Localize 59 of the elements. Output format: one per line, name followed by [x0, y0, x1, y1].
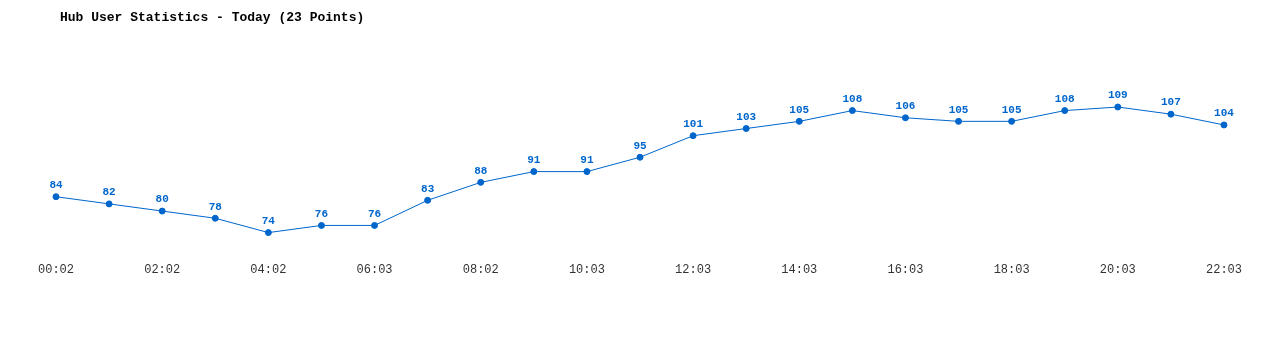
point	[848, 107, 856, 115]
point	[105, 200, 113, 208]
data-label: 108	[1054, 92, 1076, 105]
x-tick-label: 22:03	[1205, 262, 1242, 277]
x-tick-label: 16:03	[887, 262, 924, 277]
point	[264, 229, 272, 237]
data-label: 101	[683, 117, 704, 130]
data-label: 76	[367, 207, 382, 220]
point	[1220, 121, 1228, 129]
point	[317, 221, 325, 229]
point	[901, 114, 909, 122]
x-tick-label: 04:02	[250, 262, 287, 277]
data-label: 76	[314, 207, 329, 220]
data-label: 107	[1161, 96, 1181, 109]
point	[1008, 117, 1016, 125]
point	[211, 214, 219, 222]
data-label: 106	[895, 100, 916, 113]
data-label: 109	[1107, 89, 1128, 102]
x-tick-label: 18:03	[993, 262, 1030, 277]
data-label: 84	[49, 178, 63, 191]
point	[689, 132, 697, 140]
x-tick-label: 00:02	[38, 262, 75, 277]
x-tick-label: 14:03	[781, 262, 818, 277]
point	[1167, 110, 1175, 118]
point	[1061, 107, 1069, 115]
point	[955, 117, 963, 125]
point	[1114, 103, 1122, 111]
data-label: 91	[580, 153, 594, 166]
data-label: 74	[261, 214, 276, 227]
x-tick-label: 12:03	[675, 262, 712, 277]
data-label: 105	[948, 103, 969, 116]
data-label: 91	[527, 153, 541, 166]
point	[742, 125, 750, 133]
x-tick-label: 06:03	[356, 262, 393, 277]
x-tick-label: 10:03	[568, 262, 605, 277]
point	[158, 207, 166, 215]
data-label: 105	[1001, 103, 1022, 116]
x-tick-label: 20:03	[1099, 262, 1136, 277]
point	[795, 117, 803, 125]
data-label: 83	[421, 182, 435, 195]
point	[371, 221, 379, 229]
point	[530, 168, 538, 176]
point	[583, 168, 591, 176]
point	[424, 196, 432, 204]
point	[52, 193, 60, 201]
data-label: 105	[789, 103, 810, 116]
chart-title: Hub User Statistics - Today (23 Points)	[60, 10, 365, 25]
data-label: 78	[208, 200, 223, 213]
data-label: 108	[842, 92, 863, 105]
data-label: 88	[474, 164, 488, 177]
data-label: 104	[1214, 107, 1235, 120]
x-tick-label: 02:02	[144, 262, 181, 277]
data-label: 80	[155, 193, 169, 206]
data-label: 95	[633, 139, 647, 152]
point	[477, 178, 485, 186]
x-tick-label: 08:02	[462, 262, 499, 277]
data-label: 82	[102, 186, 116, 199]
data-label: 103	[736, 110, 757, 123]
point	[636, 153, 644, 161]
